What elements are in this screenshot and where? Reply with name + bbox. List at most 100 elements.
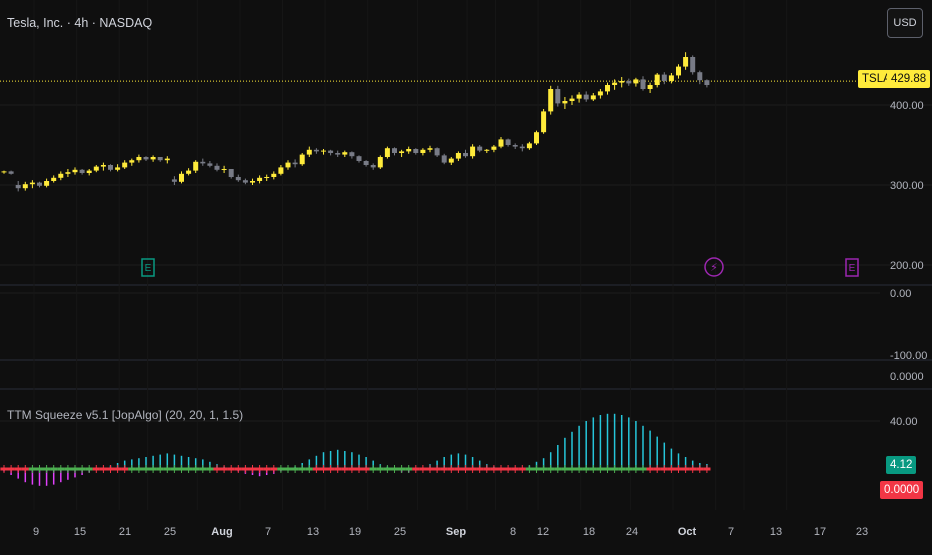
date-axis-label: 25 bbox=[164, 526, 176, 538]
candle-body bbox=[683, 57, 689, 67]
candle-body bbox=[221, 169, 227, 170]
candle-body bbox=[370, 165, 376, 168]
candle-body bbox=[448, 158, 454, 163]
date-axis-label: 17 bbox=[814, 526, 826, 538]
date-axis-label: 15 bbox=[74, 526, 86, 538]
oscillator-axis-label: -100.00 bbox=[890, 350, 927, 362]
oscillator-axis-label: 0.00 bbox=[890, 288, 911, 300]
date-axis-label: 19 bbox=[349, 526, 361, 538]
candle-body bbox=[44, 181, 50, 186]
currency-button[interactable]: USD bbox=[887, 8, 923, 38]
date-axis-label: 13 bbox=[770, 526, 782, 538]
candle-body bbox=[633, 79, 639, 84]
candle-body bbox=[200, 161, 206, 164]
candle-body bbox=[647, 85, 653, 89]
candle-body bbox=[93, 166, 99, 171]
candle-body bbox=[15, 185, 21, 189]
candle-body bbox=[179, 173, 184, 182]
date-axis-label: 25 bbox=[394, 526, 406, 538]
candle-body bbox=[484, 149, 490, 151]
last-price-tag: 429.88 bbox=[887, 70, 931, 88]
candle-body bbox=[491, 146, 497, 150]
candle-body bbox=[271, 173, 277, 177]
candle-body bbox=[1, 171, 7, 173]
candle-body bbox=[264, 177, 270, 178]
candle-body bbox=[590, 95, 596, 100]
candle-body bbox=[129, 160, 135, 163]
candle-body bbox=[477, 146, 483, 151]
candle-body bbox=[335, 153, 341, 155]
candle-body bbox=[143, 157, 149, 160]
candle-body bbox=[512, 145, 518, 147]
candle-body bbox=[420, 149, 426, 153]
flash-circle bbox=[704, 257, 724, 277]
candle-body bbox=[640, 79, 646, 89]
candle-body bbox=[51, 177, 57, 181]
candle-body bbox=[171, 179, 177, 182]
candle-body bbox=[228, 169, 234, 177]
candle-body bbox=[498, 139, 504, 147]
candle-body bbox=[115, 167, 121, 170]
candle-body bbox=[605, 85, 610, 92]
candle-body bbox=[186, 170, 192, 174]
candle-body bbox=[157, 157, 163, 161]
candle-body bbox=[214, 165, 220, 170]
candle-body bbox=[406, 149, 412, 152]
price-axis-label: 300.00 bbox=[890, 180, 924, 192]
candle-body bbox=[661, 74, 667, 81]
date-axis-label: 7 bbox=[265, 526, 271, 538]
date-axis-label: 21 bbox=[119, 526, 131, 538]
date-axis-label: 7 bbox=[728, 526, 734, 538]
indicator-title[interactable]: TTM Squeeze v5.1 [JopAlgo] (20, 20, 1, 1… bbox=[7, 408, 244, 422]
candle-body bbox=[242, 180, 248, 183]
candle-body bbox=[597, 91, 603, 96]
candle-body bbox=[526, 143, 532, 149]
date-axis-label: 24 bbox=[626, 526, 638, 538]
candle-body bbox=[193, 161, 199, 171]
date-axis-label: 12 bbox=[537, 526, 549, 538]
candle-body bbox=[555, 89, 561, 104]
candle-body bbox=[392, 148, 397, 153]
candle-body bbox=[697, 72, 703, 81]
candle-body bbox=[72, 169, 78, 173]
candle-body bbox=[413, 149, 419, 153]
candle-body bbox=[8, 171, 14, 174]
price-axis-label: 400.00 bbox=[890, 100, 924, 112]
momentum-value-tag: 4.12 bbox=[886, 456, 917, 474]
dividend-flash-icon: ⚡ bbox=[704, 257, 724, 277]
candle-body bbox=[65, 172, 71, 174]
candle-body bbox=[321, 150, 326, 152]
earnings-icon: E bbox=[141, 258, 155, 277]
candle-body bbox=[29, 182, 35, 185]
earnings-letter: E bbox=[849, 263, 856, 274]
date-axis-label: 8 bbox=[510, 526, 516, 538]
date-axis-label: 18 bbox=[583, 526, 595, 538]
candle-body bbox=[455, 153, 461, 159]
date-axis-label: 9 bbox=[33, 526, 39, 538]
candle-body bbox=[313, 149, 319, 152]
candle-body bbox=[207, 163, 213, 166]
candle-body bbox=[58, 173, 64, 178]
candle-body bbox=[292, 162, 298, 165]
candle-body bbox=[164, 158, 170, 161]
candle-body bbox=[470, 146, 476, 157]
candle-body bbox=[569, 98, 575, 101]
candle-body bbox=[676, 66, 681, 76]
price-axis-label: 200.00 bbox=[890, 260, 924, 272]
candle-body bbox=[427, 148, 433, 150]
candle-body bbox=[342, 152, 348, 155]
candle-body bbox=[463, 153, 468, 157]
candle-body bbox=[668, 75, 674, 81]
candle-body bbox=[363, 161, 369, 165]
candle-body bbox=[235, 177, 241, 181]
earnings-icon: E bbox=[845, 258, 859, 277]
earnings-badge bbox=[845, 258, 859, 277]
candle-body bbox=[576, 94, 582, 99]
candle-body bbox=[136, 157, 142, 161]
candle-body bbox=[399, 151, 405, 153]
date-axis-label: 13 bbox=[307, 526, 319, 538]
candle-body bbox=[548, 89, 554, 112]
candle-body bbox=[519, 146, 525, 149]
